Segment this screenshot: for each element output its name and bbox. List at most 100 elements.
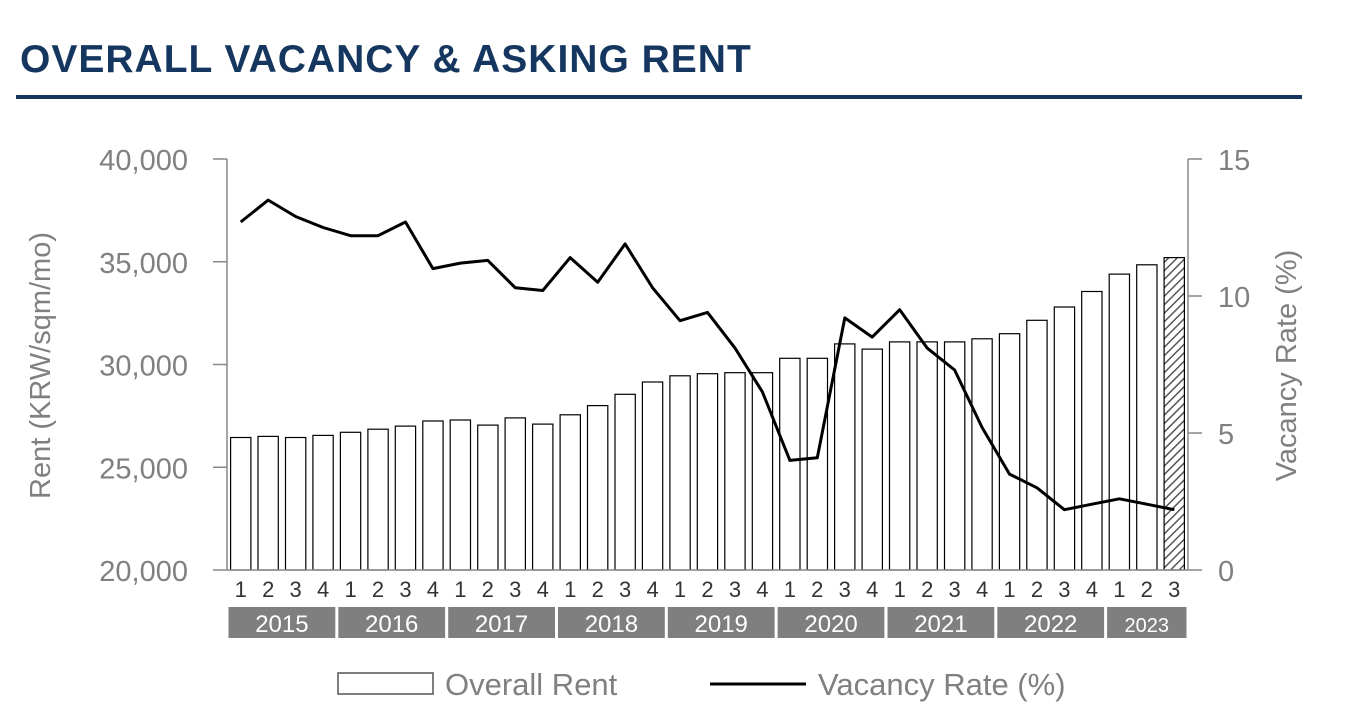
year-label: 2021: [914, 611, 967, 638]
quarter-label: 2: [811, 577, 823, 602]
year-band: [558, 607, 665, 638]
legend-rent-label: Overall Rent: [445, 667, 618, 702]
rent-bar: [367, 428, 389, 571]
right-tick-label: 0: [1218, 556, 1234, 588]
left-axis-title: Rent (KRW/sqm/mo): [25, 232, 57, 499]
year-label: 2020: [804, 611, 857, 638]
rent-bar: [669, 375, 691, 571]
year-band: [667, 607, 775, 638]
left-tick-label: 40,000: [99, 145, 188, 177]
year-band: [448, 607, 555, 638]
quarter-label: 1: [454, 577, 466, 602]
quarter-label: 2: [701, 577, 713, 602]
legend: Overall Rent Vacancy Rate (%): [337, 667, 1066, 702]
rent-bar: [422, 420, 444, 571]
vacancy-line-layer: [239, 198, 1175, 512]
quarter-label: 1: [344, 577, 356, 602]
rent-bar: [1053, 306, 1076, 571]
quarter-label: 2: [372, 577, 384, 602]
rent-bars: [230, 257, 1185, 571]
quarter-label: 4: [866, 577, 878, 602]
quarter-label: 4: [317, 577, 329, 602]
rent-bar: [230, 436, 252, 571]
year-label: 2023: [1125, 615, 1170, 637]
quarter-label: 1: [894, 577, 906, 602]
year-band: [777, 607, 885, 638]
rent-bar: [559, 414, 581, 571]
quarter-label: 4: [646, 577, 658, 602]
rent-bar: [943, 341, 966, 571]
rent-bar: [1081, 290, 1103, 571]
right-tick-label: 10: [1218, 282, 1250, 314]
quarter-label: 4: [756, 577, 768, 602]
quarter-label: 4: [976, 577, 988, 602]
quarter-label: 4: [1086, 577, 1098, 602]
quarter-label: 3: [399, 577, 411, 602]
quarter-label: 2: [592, 577, 604, 602]
year-band: [228, 607, 336, 638]
rent-bar: [284, 436, 307, 571]
quarter-label: 2: [482, 577, 494, 602]
quarter-label: 1: [564, 577, 576, 602]
rent-bar: [641, 381, 664, 571]
rent-bar: [888, 341, 911, 571]
quarter-label: 4: [427, 577, 439, 602]
legend-vacancy-label: Vacancy Rate (%): [818, 667, 1066, 702]
right-tick-label: 15: [1218, 145, 1250, 177]
year-band: [1107, 607, 1187, 638]
rent-bar: [1108, 273, 1131, 571]
legend-rent-swatch: [337, 672, 434, 695]
rent-bar: [586, 405, 609, 571]
quarter-label: 3: [839, 577, 851, 602]
left-tick-label: 20,000: [99, 556, 188, 588]
quarter-label: 1: [235, 577, 247, 602]
quarter-label: 4: [537, 577, 549, 602]
quarter-label: 3: [729, 577, 741, 602]
rent-bar: [531, 423, 554, 571]
rent-bar: [833, 343, 856, 571]
quarter-label: 3: [509, 577, 521, 602]
quarter-label: 3: [1058, 577, 1070, 602]
year-band: [997, 607, 1105, 638]
year-label: 2018: [585, 611, 638, 638]
rent-bar: [312, 434, 334, 571]
rent-bar: [861, 348, 883, 571]
quarter-label: 1: [1113, 577, 1125, 602]
rent-bar: [614, 393, 636, 571]
year-label: 2016: [365, 611, 418, 638]
quarter-label: 1: [784, 577, 796, 602]
quarter-label: 3: [289, 577, 301, 602]
rent-bar: [971, 338, 993, 571]
rent-bar: [724, 372, 746, 571]
rent-bar: [449, 419, 472, 571]
year-label: 2022: [1024, 611, 1077, 638]
quarter-label: 1: [674, 577, 686, 602]
year-band: [338, 607, 446, 638]
rent-bar: [779, 357, 801, 571]
rent-bar: [1136, 264, 1158, 571]
rent-bar: [1163, 257, 1185, 571]
quarter-label: 2: [1141, 577, 1153, 602]
axes: 20,000 25,000 30,000 35,000 40,000 0 5 10 15 Rent…: [25, 145, 1303, 588]
rent-bar: [916, 341, 938, 571]
quarter-label: 3: [948, 577, 960, 602]
rent-bar: [477, 424, 499, 571]
year-label: 2019: [695, 611, 748, 638]
right-axis-title: Vacancy Rate (%): [1271, 250, 1303, 482]
quarter-label: 2: [262, 577, 274, 602]
quarter-label: 2: [921, 577, 933, 602]
year-band: [887, 607, 995, 638]
rent-bar: [504, 417, 527, 571]
rent-bar: [339, 431, 362, 571]
rent-bar: [806, 357, 829, 571]
quarter-label: 3: [1168, 577, 1180, 602]
right-tick-label: 5: [1218, 419, 1234, 451]
year-bands: 2015 2016 2017 2018 2019 2020 2021 2022 2023: [228, 607, 1187, 638]
title-underline: [16, 95, 1302, 99]
year-label: 2015: [255, 611, 308, 638]
chart-title: OVERALL VACANCY & ASKING RENT: [20, 38, 752, 81]
year-label: 2017: [475, 611, 528, 638]
rent-bar: [394, 425, 417, 571]
